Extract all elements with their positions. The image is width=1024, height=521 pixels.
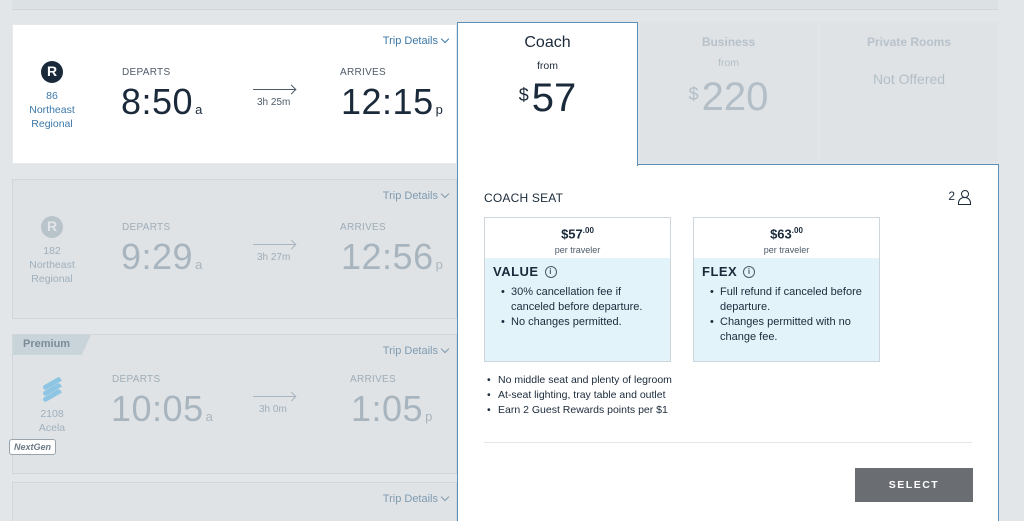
train-brand: 2108 Acela <box>27 376 77 435</box>
tab-private-rooms[interactable]: Private Rooms Not Offered <box>820 22 998 162</box>
tab-business[interactable]: Business from $220 <box>640 22 817 162</box>
train-number: 2108 <box>40 408 64 420</box>
train-number: 86 <box>46 90 58 102</box>
fare-name: FLEX i <box>702 264 871 279</box>
divider <box>484 442 972 443</box>
tab-private-name: Private Rooms <box>866 35 952 49</box>
train-line: Northeast <box>29 259 75 271</box>
list-item: No changes permitted. <box>493 315 662 330</box>
select-button[interactable]: SELECT <box>855 468 973 502</box>
premium-badge: Premium <box>13 335 91 355</box>
arrow-right-icon <box>253 244 295 245</box>
train-brand: 86 Northeast Regional <box>27 61 77 131</box>
duration: 3h 27m <box>257 252 291 263</box>
chevron-down-icon <box>440 189 450 199</box>
duration: 3h 0m <box>259 404 287 415</box>
train-line: Northeast <box>29 104 75 116</box>
list-item: Full refund if canceled before departure… <box>702 285 871 315</box>
train-line: Regional <box>31 118 73 130</box>
fare-bullets: 30% cancellation fee if canceled before … <box>493 285 662 330</box>
fare-bullets: Full refund if canceled before departure… <box>702 285 871 345</box>
info-icon[interactable]: i <box>743 265 756 278</box>
tab-coach-price: $57 <box>518 76 577 120</box>
regional-logo-icon <box>41 61 63 83</box>
depart-time: 8:50 a <box>121 81 203 122</box>
train-card-182[interactable]: Trip Details 182 Northeast Regional DEPA… <box>12 179 457 319</box>
tab-business-from: from <box>718 57 739 69</box>
trip-details-link[interactable]: Trip Details <box>383 344 450 357</box>
arrow-right-icon <box>253 396 295 397</box>
tab-coach-name: Coach <box>524 34 571 51</box>
train-card-partial[interactable]: Trip Details <box>12 482 457 521</box>
fare-price: $57.00 <box>561 226 594 242</box>
regional-logo-icon <box>41 216 63 238</box>
list-item: 30% cancellation fee if canceled before … <box>493 285 662 315</box>
person-icon <box>958 189 971 205</box>
trip-details-link[interactable]: Trip Details <box>383 492 450 505</box>
tab-business-price: $220 <box>688 75 769 119</box>
departs-label: DEPARTS <box>122 222 171 233</box>
list-item: Earn 2 Guest Rewards points per $1 <box>484 403 672 418</box>
trip-details-link[interactable]: Trip Details <box>383 34 450 47</box>
arrive-time: 12:15 p <box>341 81 444 122</box>
not-offered-label: Not Offered <box>872 71 946 87</box>
acela-logo-icon <box>40 376 64 403</box>
arrives-label: ARRIVES <box>340 67 387 78</box>
fare-per-traveler: per traveler <box>763 245 810 256</box>
departs-label: DEPARTS <box>112 374 161 385</box>
tab-coach[interactable]: Coach from $57 <box>457 22 638 166</box>
depart-time: 10:05 a <box>111 388 214 429</box>
train-card-86[interactable]: Trip Details 86 Northeast Regional DEPAR… <box>12 24 457 164</box>
tab-coach-from: from <box>537 60 558 72</box>
departs-label: DEPARTS <box>122 67 171 78</box>
fare-per-traveler: per traveler <box>554 245 601 256</box>
train-line: Acela <box>38 422 66 434</box>
train-line: Regional <box>31 273 73 285</box>
panel-title: COACH SEAT <box>484 191 564 205</box>
tab-business-name: Business <box>701 35 756 49</box>
duration: 3h 25m <box>257 97 291 108</box>
arrow-right-icon <box>253 89 295 90</box>
arrive-time: 1:05 p <box>351 388 433 429</box>
list-item: At-seat lighting, tray table and outlet <box>484 388 672 403</box>
list-item: Changes permitted with no change fee. <box>702 315 871 345</box>
info-icon[interactable]: i <box>544 265 557 278</box>
train-brand: 182 Northeast Regional <box>27 216 77 286</box>
train-card-2108[interactable]: Premium Trip Details 2108 Acela NextGen … <box>9 334 457 474</box>
fare-name: VALUE i <box>493 264 662 279</box>
fare-details-panel: COACH SEAT 2 $57.00 per traveler VALUE i … <box>457 164 999 521</box>
chevron-down-icon <box>440 344 450 354</box>
chevron-down-icon <box>440 492 450 502</box>
arrives-label: ARRIVES <box>340 222 387 233</box>
trip-details-link[interactable]: Trip Details <box>383 189 450 202</box>
fare-price: $63.00 <box>770 226 803 242</box>
chevron-down-icon <box>440 34 450 44</box>
previous-row-edge <box>12 0 998 10</box>
nextgen-badge: NextGen <box>9 439 57 455</box>
arrives-label: ARRIVES <box>350 374 397 385</box>
traveler-count[interactable]: 2 <box>948 189 971 205</box>
list-item: No middle seat and plenty of legroom <box>484 373 672 388</box>
amenities-list: No middle seat and plenty of legroom At-… <box>484 373 672 418</box>
depart-time: 9:29 a <box>121 236 203 277</box>
train-number: 182 <box>43 245 61 257</box>
arrive-time: 12:56 p <box>341 236 444 277</box>
